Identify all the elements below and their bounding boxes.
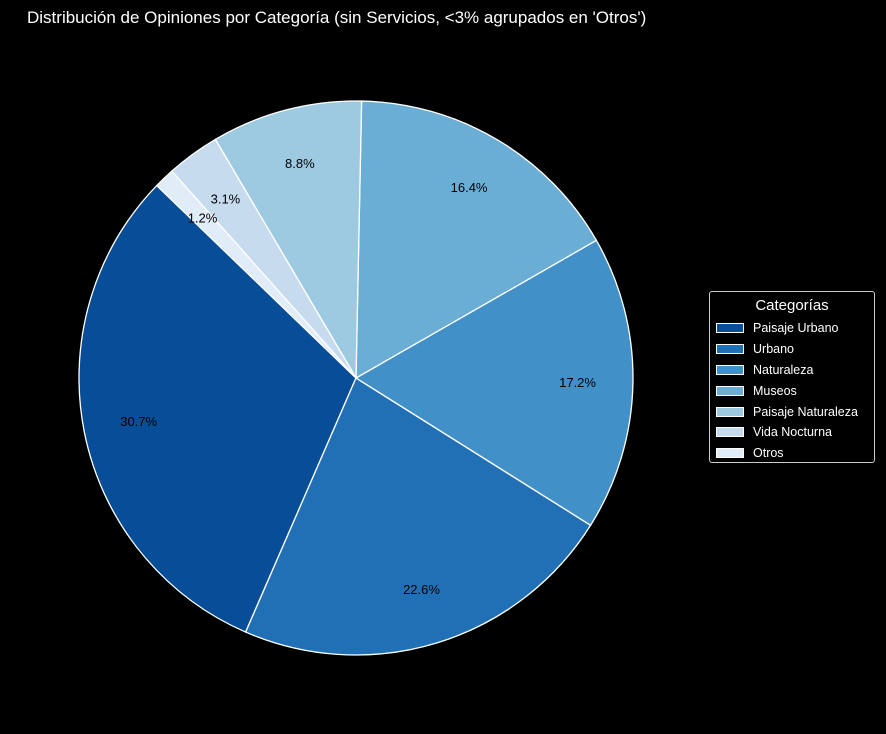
pie-value-labels: 30.7% 22.6% 17.2% 16.4% 8.8% 3.1% 1.2% (120, 156, 596, 597)
legend-label: Urbano (753, 342, 794, 357)
pie-value-label: 3.1% (211, 191, 241, 206)
legend-item: Paisaje Naturaleza (710, 401, 874, 422)
legend-swatch (716, 427, 744, 438)
legend-swatch (716, 448, 744, 459)
pie-slice-otros (156, 170, 357, 379)
legend-title: Categorías (755, 297, 829, 314)
legend-item: Museos (710, 380, 874, 401)
legend-label: Paisaje Urbano (753, 321, 839, 336)
pie-slices (78, 100, 634, 656)
legend-swatch (716, 364, 744, 375)
pie-value-label: 1.2% (188, 211, 218, 226)
legend-label: Vida Nocturna (753, 425, 832, 440)
legend-item: Paisaje Urbano (710, 318, 874, 339)
pie-value-label: 22.6% (403, 582, 440, 597)
pie-slice-urbano (244, 377, 592, 656)
legend-item: Vida Nocturna (710, 422, 874, 443)
legend: Categorías Paisaje Urbano Urbano Naturalez… (709, 291, 875, 463)
pie-slice-paisaje-urbano (78, 184, 357, 633)
legend-swatch (716, 385, 744, 396)
pie-value-label: 30.7% (120, 414, 157, 429)
legend-swatch (716, 323, 744, 334)
legend-label: Museos (753, 383, 797, 398)
pie-value-label: 8.8% (285, 156, 315, 171)
pie-slice-paisaje-naturaleza (214, 100, 363, 379)
legend-swatch (716, 406, 744, 417)
legend-item: Urbano (710, 339, 874, 360)
chart-title: Distribución de Opiniones por Categoría … (27, 8, 647, 27)
pie-value-label: 17.2% (559, 375, 596, 390)
legend-label: Otros (753, 446, 784, 461)
legend-swatch (716, 344, 744, 355)
legend-label: Paisaje Naturaleza (753, 404, 858, 419)
legend-item: Naturaleza (710, 360, 874, 381)
legend-list: Paisaje Urbano Urbano Naturaleza Museos Pais… (710, 318, 874, 464)
legend-label: Naturaleza (753, 362, 814, 377)
pie-value-label: 16.4% (451, 180, 488, 195)
pie-slice-naturaleza (355, 239, 634, 526)
pie-slice-museos (355, 100, 598, 379)
legend-item: Otros (710, 443, 874, 464)
